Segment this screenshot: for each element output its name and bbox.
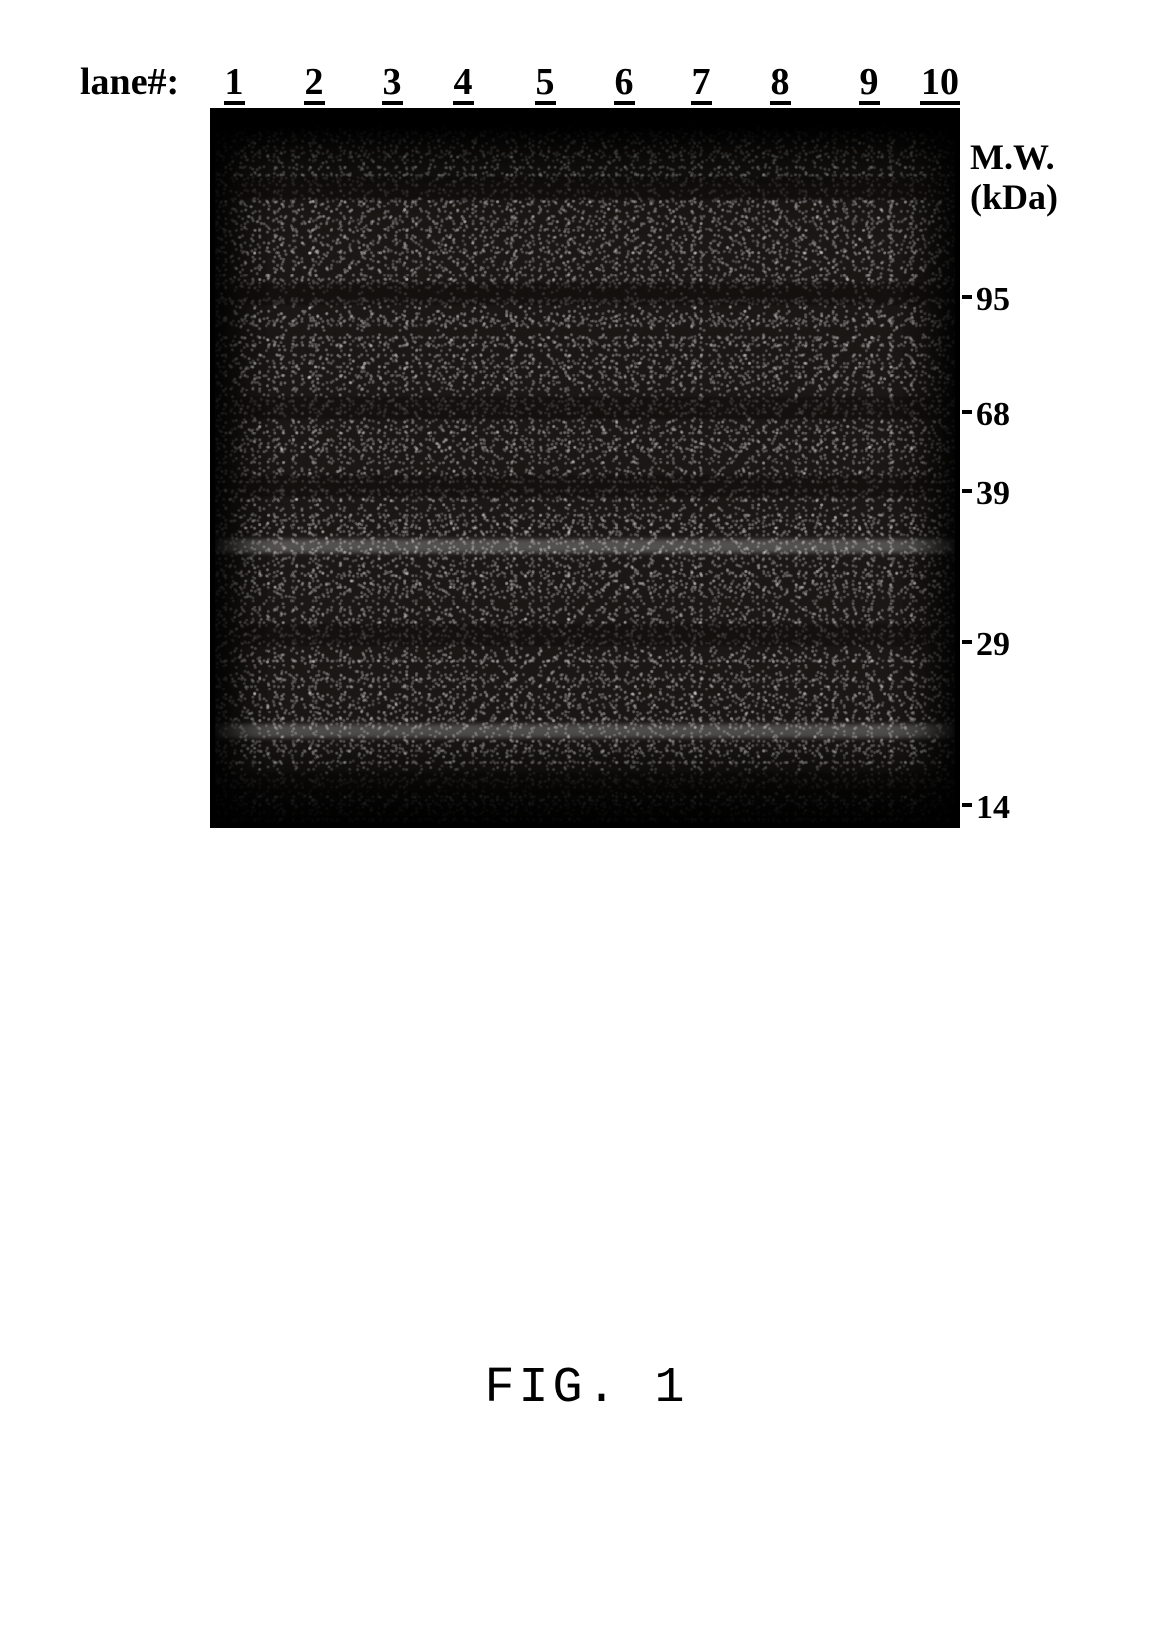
lane-number: 5	[525, 60, 565, 105]
figure-caption: FIG. 1	[0, 1360, 1173, 1417]
gel-light-streak	[215, 724, 955, 738]
gel-band-row	[215, 283, 955, 305]
lane-number: 4	[443, 60, 483, 105]
mw-tick-mark	[962, 640, 972, 644]
mw-legend-line1: M.W.	[970, 138, 1055, 178]
gel-light-streak	[215, 539, 955, 553]
lane-number: 9	[849, 60, 889, 105]
mw-marker-label: 29	[976, 626, 1010, 664]
lane-prefix-label: lane#:	[80, 60, 179, 104]
gel-band-row	[215, 624, 955, 646]
lane-number: 10	[920, 60, 960, 105]
gel-band-row	[215, 773, 955, 795]
mw-legend-line2: (kDa)	[970, 178, 1058, 218]
mw-tick-mark	[962, 295, 972, 299]
mw-marker-label: 68	[976, 396, 1010, 434]
mw-marker-label: 14	[976, 789, 1010, 827]
lane-number: 8	[760, 60, 800, 105]
gel-band-row	[215, 475, 955, 497]
gel-image	[210, 108, 960, 828]
gel-well-strip	[215, 113, 955, 139]
gel-area: M.W. (kDa) 95 68 39 29 14	[210, 108, 960, 828]
lane-number: 3	[372, 60, 412, 105]
mw-tick-mark	[962, 410, 972, 414]
lane-labels-row: lane#: 1 2 3 4 5 6 7 8 9 10	[80, 60, 1100, 108]
figure-1: lane#: 1 2 3 4 5 6 7 8 9 10 M.W. (kDa)	[80, 60, 1100, 828]
lane-number: 7	[681, 60, 721, 105]
gel-noise-layer	[215, 113, 955, 823]
mw-tick-mark	[962, 489, 972, 493]
gel-band-row	[215, 397, 955, 419]
lane-number: 2	[294, 60, 334, 105]
lane-number: 6	[604, 60, 644, 105]
lane-number: 1	[214, 60, 254, 105]
mw-marker-label: 95	[976, 281, 1010, 319]
mw-marker-label: 39	[976, 475, 1010, 513]
gel-band-row	[215, 177, 955, 199]
mw-tick-mark	[962, 803, 972, 807]
